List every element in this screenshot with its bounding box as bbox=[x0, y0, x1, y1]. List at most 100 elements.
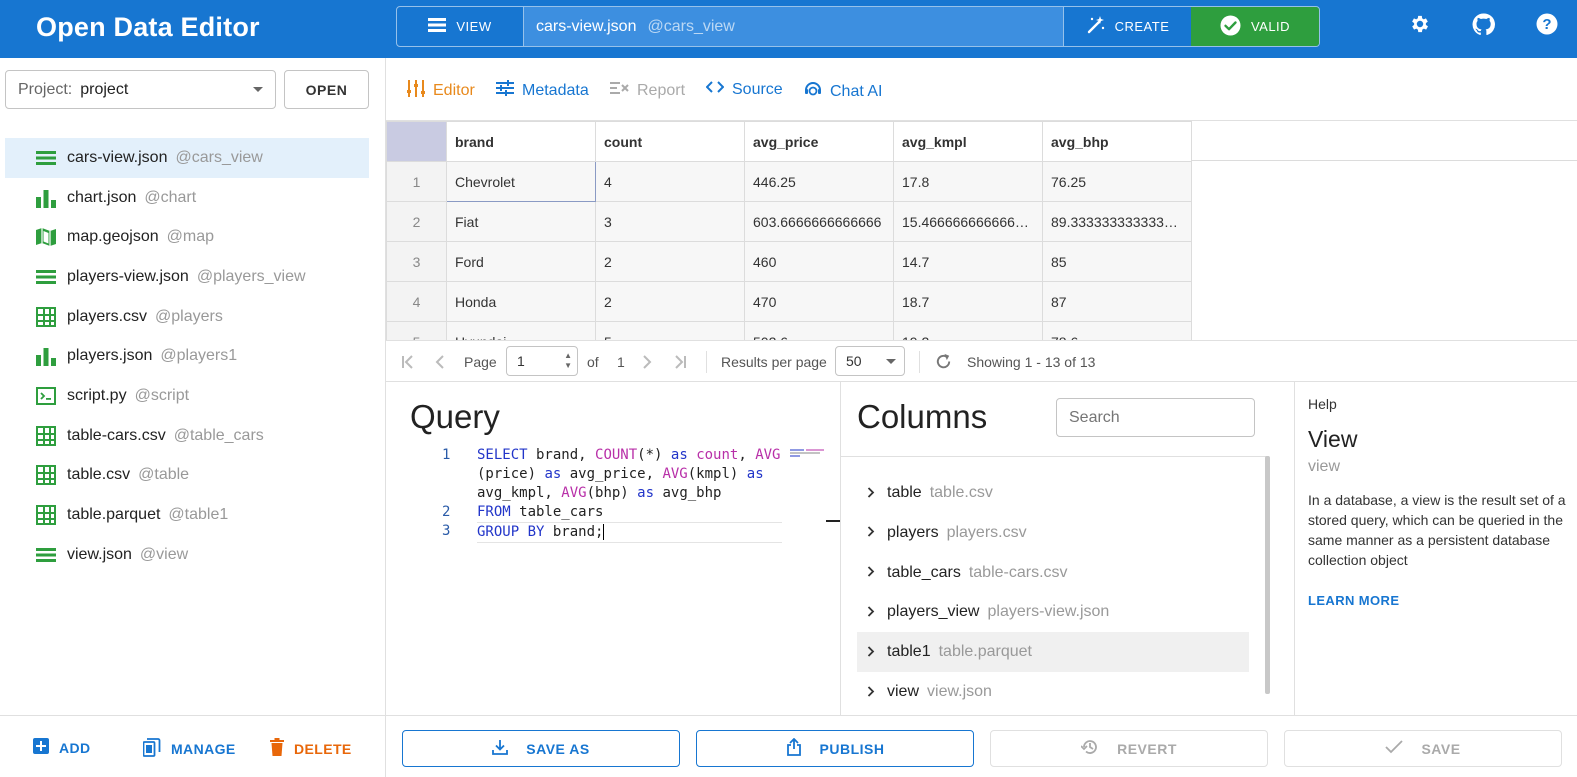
refresh-icon[interactable] bbox=[934, 341, 953, 382]
tab-editor[interactable]: Editor bbox=[407, 80, 475, 102]
columns-search-input[interactable] bbox=[1056, 398, 1255, 437]
minimap-slider[interactable] bbox=[826, 520, 840, 522]
file-item[interactable]: cars-view.json @cars_view bbox=[5, 138, 369, 178]
help-icon[interactable]: ? bbox=[1536, 13, 1558, 35]
column-header[interactable]: count bbox=[595, 121, 745, 162]
table-cell[interactable]: Fiat bbox=[446, 201, 596, 242]
create-button[interactable]: CREATE bbox=[1063, 7, 1191, 46]
column-tree-item[interactable]: table_cars table-cars.csv bbox=[857, 553, 1249, 593]
tab-chat-ai[interactable]: Chat AI bbox=[804, 80, 882, 103]
pager-divider bbox=[919, 351, 920, 373]
data-grid: brand count avg_price avg_kmpl avg_bhp 1… bbox=[386, 121, 1577, 341]
table-cell[interactable]: 85 bbox=[1042, 241, 1192, 282]
file-item[interactable]: players-view.json @players_view bbox=[5, 257, 369, 297]
row-number[interactable]: 4 bbox=[386, 281, 447, 322]
manage-button[interactable]: MANAGE bbox=[142, 738, 236, 760]
table-cell[interactable]: 76.25 bbox=[1042, 161, 1192, 202]
file-alias: @table bbox=[138, 466, 190, 484]
file-item[interactable]: table.csv @table bbox=[5, 456, 369, 496]
tab-report[interactable]: Report bbox=[610, 80, 685, 101]
table-cell[interactable]: 78.6 bbox=[1042, 321, 1192, 340]
row-number[interactable]: 3 bbox=[386, 241, 447, 282]
last-page-icon[interactable] bbox=[672, 341, 688, 382]
file-alias: @chart bbox=[144, 188, 197, 206]
table-cell[interactable]: 15.466666666666… bbox=[893, 201, 1043, 242]
gear-icon[interactable] bbox=[1409, 13, 1431, 35]
table-cell[interactable]: 502.6 bbox=[744, 321, 894, 340]
project-select[interactable]: Project: project bbox=[5, 70, 276, 109]
column-header[interactable]: avg_bhp bbox=[1042, 121, 1192, 162]
view-button[interactable]: VIEW bbox=[397, 7, 524, 46]
file-item[interactable]: table-cars.csv @table_cars bbox=[5, 416, 369, 456]
table-cell[interactable]: 89.333333333333… bbox=[1042, 201, 1192, 242]
table-cell[interactable]: 603.6666666666666 bbox=[744, 201, 894, 242]
table-cell[interactable]: Honda bbox=[446, 281, 596, 322]
open-project-button[interactable]: OPEN bbox=[284, 70, 369, 109]
column-table-file: players-view.json bbox=[987, 603, 1110, 621]
table-cell[interactable]: Chevrolet bbox=[446, 161, 596, 202]
column-tree-item[interactable]: players_view players-view.json bbox=[857, 592, 1249, 632]
line-number: 2 bbox=[442, 504, 451, 520]
table-cell[interactable]: 19.2 bbox=[893, 321, 1043, 340]
table-cell[interactable]: 460 bbox=[744, 241, 894, 282]
valid-button[interactable]: VALID bbox=[1191, 7, 1319, 46]
table-cell[interactable]: 14.7 bbox=[893, 241, 1043, 282]
menu-icon bbox=[428, 17, 447, 36]
row-number[interactable]: 2 bbox=[386, 201, 447, 242]
save-button[interactable]: SAVE bbox=[1284, 730, 1562, 767]
column-header[interactable]: avg_kmpl bbox=[893, 121, 1043, 162]
save-as-button[interactable]: SAVE AS bbox=[402, 730, 680, 767]
table-cell[interactable]: 470 bbox=[744, 281, 894, 322]
file-item[interactable]: players.json @players1 bbox=[5, 336, 369, 376]
column-tree-item[interactable]: table table.csv bbox=[857, 473, 1249, 513]
file-item[interactable]: map.geojson @map bbox=[5, 217, 369, 257]
chevron-down-icon bbox=[253, 87, 263, 92]
table-cell[interactable]: 17.8 bbox=[893, 161, 1043, 202]
tab-source[interactable]: Source bbox=[705, 80, 783, 99]
column-header[interactable]: avg_price bbox=[744, 121, 894, 162]
file-item[interactable]: table.parquet @table1 bbox=[5, 495, 369, 535]
learn-more-link[interactable]: LEARN MORE bbox=[1308, 593, 1400, 608]
next-page-icon[interactable] bbox=[642, 341, 652, 382]
table-cell[interactable]: 446.25 bbox=[744, 161, 894, 202]
file-item[interactable]: chart.json @chart bbox=[5, 178, 369, 218]
table-cell[interactable]: 4 bbox=[595, 161, 745, 202]
grid-corner[interactable] bbox=[386, 121, 447, 162]
table-row: 1 Chevrolet 4 446.25 17.8 76.25 bbox=[386, 161, 1192, 202]
code-line: 3 GROUP BY brand; bbox=[426, 522, 826, 543]
file-item[interactable]: view.json @view bbox=[5, 535, 369, 575]
table-cell[interactable]: 87 bbox=[1042, 281, 1192, 322]
publish-button[interactable]: PUBLISH bbox=[696, 730, 974, 767]
columns-scrollbar[interactable] bbox=[1265, 456, 1270, 694]
file-item[interactable]: players.csv @players bbox=[5, 297, 369, 337]
file-item[interactable]: script.py @script bbox=[5, 376, 369, 416]
revert-button[interactable]: REVERT bbox=[990, 730, 1268, 767]
table-cell[interactable]: 18.7 bbox=[893, 281, 1043, 322]
row-number[interactable]: 5 bbox=[386, 321, 447, 340]
first-page-icon[interactable] bbox=[400, 341, 416, 382]
table-cell[interactable]: Ford bbox=[446, 241, 596, 282]
table-cell[interactable]: Hyundai bbox=[446, 321, 596, 340]
table-cell[interactable]: 3 bbox=[595, 201, 745, 242]
code-line: (price) as avg_price, AVG(kmpl) as bbox=[426, 465, 826, 484]
results-per-page-select[interactable]: 50 bbox=[835, 346, 905, 376]
page-number-input[interactable]: 1 ▲ ▼ bbox=[506, 346, 578, 376]
github-icon[interactable] bbox=[1472, 13, 1495, 36]
current-file-field[interactable]: cars-view.json @cars_view bbox=[524, 7, 1063, 46]
tab-metadata[interactable]: Metadata bbox=[496, 80, 589, 101]
table-cell[interactable]: 2 bbox=[595, 281, 745, 322]
code-minimap[interactable] bbox=[790, 446, 826, 457]
column-tree-item[interactable]: view view.json bbox=[857, 672, 1249, 712]
table-cell[interactable]: 2 bbox=[595, 241, 745, 282]
table-cell[interactable]: 5 bbox=[595, 321, 745, 340]
delete-button[interactable]: DELETE bbox=[270, 738, 352, 759]
row-number[interactable]: 1 bbox=[386, 161, 447, 202]
previous-page-icon[interactable] bbox=[435, 341, 445, 382]
sql-editor[interactable]: 1 SELECT brand, COUNT(*) as count, AVG (… bbox=[426, 446, 826, 543]
file-name: view.json bbox=[67, 545, 132, 563]
table-icon bbox=[36, 505, 56, 526]
column-header[interactable]: brand bbox=[446, 121, 596, 162]
column-tree-item[interactable]: players players.csv bbox=[857, 513, 1249, 553]
column-tree-item[interactable]: table1 table.parquet bbox=[857, 632, 1249, 673]
add-button[interactable]: ADD bbox=[33, 738, 91, 757]
